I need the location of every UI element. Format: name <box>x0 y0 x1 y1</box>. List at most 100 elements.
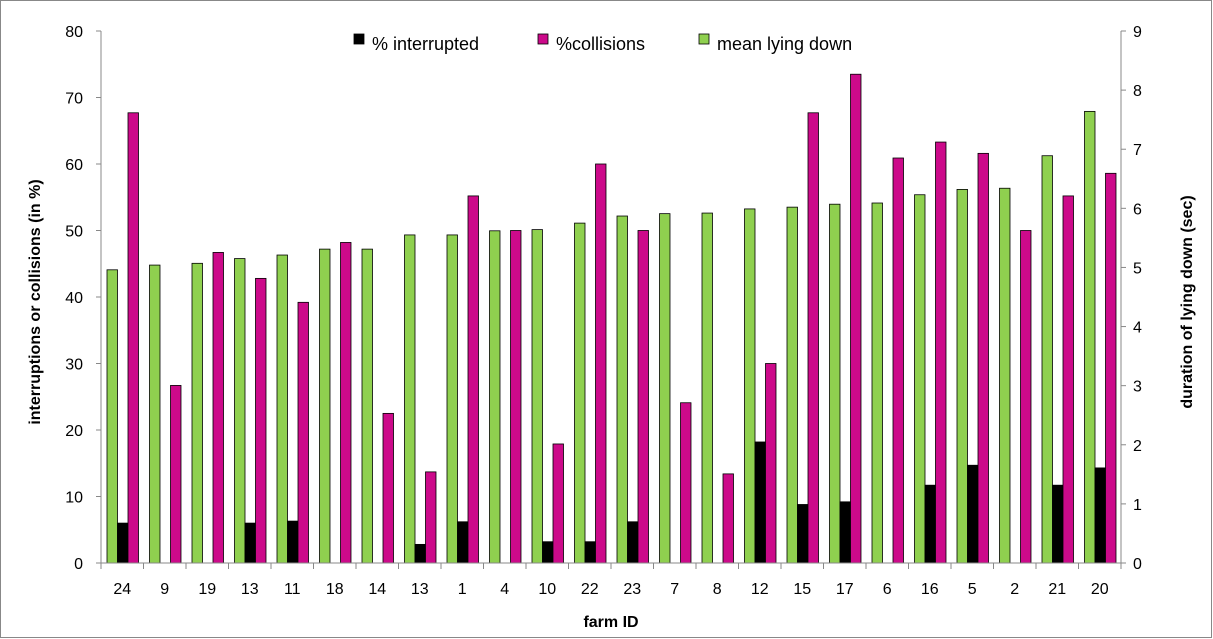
bar-interrupted-23 <box>1094 467 1106 564</box>
y-tick-label: 0 <box>74 556 83 573</box>
bar-collisions-23 <box>1105 172 1117 564</box>
bar-mean-lying-down-9 <box>489 230 501 564</box>
legend-label-collisions: %collisions <box>556 34 645 54</box>
bar-collisions-13 <box>680 402 692 564</box>
bar-collisions-16 <box>807 112 819 564</box>
x-tick-label: 10 <box>538 581 556 598</box>
x-tick-label: 9 <box>160 581 169 598</box>
y2-tick-label: 0 <box>1133 556 1142 573</box>
bar-mean-lying-down-20 <box>956 189 968 564</box>
bar-interrupted-15 <box>754 441 766 564</box>
x-tick-label: 4 <box>500 581 509 598</box>
y-tick-label: 30 <box>65 357 83 374</box>
bar-collisions-0 <box>127 112 139 564</box>
bar-collisions-17 <box>850 73 862 564</box>
legend-label-mean-lying-down: mean lying down <box>717 34 852 54</box>
bar-mean-lying-down-1 <box>149 264 161 564</box>
bar-interrupted-8 <box>457 521 469 564</box>
x-tick-label: 15 <box>793 581 811 598</box>
bar-collisions-5 <box>340 242 352 564</box>
bar-interrupted-0 <box>117 522 129 564</box>
bar-interrupted-16 <box>797 504 809 564</box>
bar-collisions-1 <box>170 385 182 564</box>
x-tick-label: 11 <box>284 581 301 598</box>
bar-mean-lying-down-23 <box>1084 110 1096 564</box>
y2-tick-label: 7 <box>1133 142 1142 159</box>
x-tick-label: 6 <box>883 581 892 598</box>
bar-collisions-22 <box>1062 195 1074 564</box>
x-tick-label: 14 <box>368 581 386 598</box>
legend-label-interrupted: % interrupted <box>372 34 479 54</box>
y-tick-label: 70 <box>65 91 83 108</box>
bar-collisions-21 <box>1020 230 1032 564</box>
bar-mean-lying-down-16 <box>786 206 798 564</box>
bar-interrupted-17 <box>839 501 851 564</box>
bar-collisions-18 <box>892 157 904 564</box>
x-tick-label: 1 <box>458 581 467 598</box>
y2-tick-label: 4 <box>1133 320 1142 337</box>
bar-mean-lying-down-17 <box>829 203 841 564</box>
y-tick-label: 10 <box>65 490 83 507</box>
bar-mean-lying-down-14 <box>701 212 713 564</box>
bar-mean-lying-down-4 <box>276 254 288 564</box>
x-tick-label: 23 <box>623 581 641 598</box>
x-tick-label: 21 <box>1048 581 1066 598</box>
bars-layer <box>106 73 1117 564</box>
x-tick-label: 13 <box>411 581 429 598</box>
legend: % interrupted %collisions mean lying down <box>353 33 852 54</box>
y-tick-label: 50 <box>65 224 83 241</box>
x-tick-label: 12 <box>751 581 769 598</box>
x-tick-label: 18 <box>326 581 344 598</box>
bar-interrupted-22 <box>1052 484 1064 564</box>
bar-mean-lying-down-2 <box>191 262 203 564</box>
y2-tick-label: 1 <box>1133 497 1142 514</box>
bar-mean-lying-down-3 <box>234 258 246 564</box>
y2-tick-label: 5 <box>1133 260 1142 277</box>
y2-tick-label: 9 <box>1133 24 1142 41</box>
y2-axis-title: duration of lying down (sec) <box>1179 195 1196 408</box>
y2-tick-label: 2 <box>1133 438 1142 455</box>
bar-interrupted-20 <box>967 464 979 564</box>
y2-tick-label: 6 <box>1133 201 1142 218</box>
x-tick-label: 17 <box>836 581 854 598</box>
x-tick-label: 24 <box>113 581 131 598</box>
x-tick-label: 8 <box>713 581 722 598</box>
bar-collisions-6 <box>382 412 394 564</box>
x-tick-label: 13 <box>241 581 259 598</box>
x-tick-label: 5 <box>968 581 977 598</box>
x-tick-label: 7 <box>670 581 679 598</box>
bar-collisions-19 <box>935 141 947 564</box>
y-tick-label: 80 <box>65 24 83 41</box>
bar-mean-lying-down-18 <box>871 202 883 564</box>
y-tick-label: 20 <box>65 423 83 440</box>
x-tick-label: 20 <box>1091 581 1109 598</box>
y-tick-label: 60 <box>65 157 83 174</box>
bar-collisions-3 <box>255 277 267 564</box>
x-tick-label: 22 <box>581 581 599 598</box>
bar-collisions-8 <box>467 195 479 564</box>
y2-tick-label: 3 <box>1133 379 1142 396</box>
bar-mean-lying-down-8 <box>446 234 458 564</box>
y-tick-label: 40 <box>65 290 83 307</box>
bar-mean-lying-down-22 <box>1041 155 1053 564</box>
bar-interrupted-4 <box>287 520 299 564</box>
bar-interrupted-3 <box>244 522 256 564</box>
bar-mean-lying-down-21 <box>999 187 1011 564</box>
bar-interrupted-12 <box>627 521 639 564</box>
bar-collisions-2 <box>212 252 224 564</box>
y-axis-title: interruptions or collisions (in %) <box>27 179 44 424</box>
y2-tick-label: 8 <box>1133 83 1142 100</box>
bar-mean-lying-down-11 <box>574 222 586 564</box>
bar-mean-lying-down-19 <box>914 194 926 564</box>
bar-collisions-9 <box>510 230 522 564</box>
legend-swatch-collisions <box>537 33 549 45</box>
bar-collisions-14 <box>722 473 734 564</box>
bar-collisions-15 <box>765 363 777 564</box>
bar-mean-lying-down-6 <box>361 248 373 564</box>
x-tick-label: 16 <box>921 581 939 598</box>
bar-interrupted-11 <box>584 541 596 564</box>
bar-mean-lying-down-10 <box>531 229 543 564</box>
bar-mean-lying-down-12 <box>616 215 628 564</box>
